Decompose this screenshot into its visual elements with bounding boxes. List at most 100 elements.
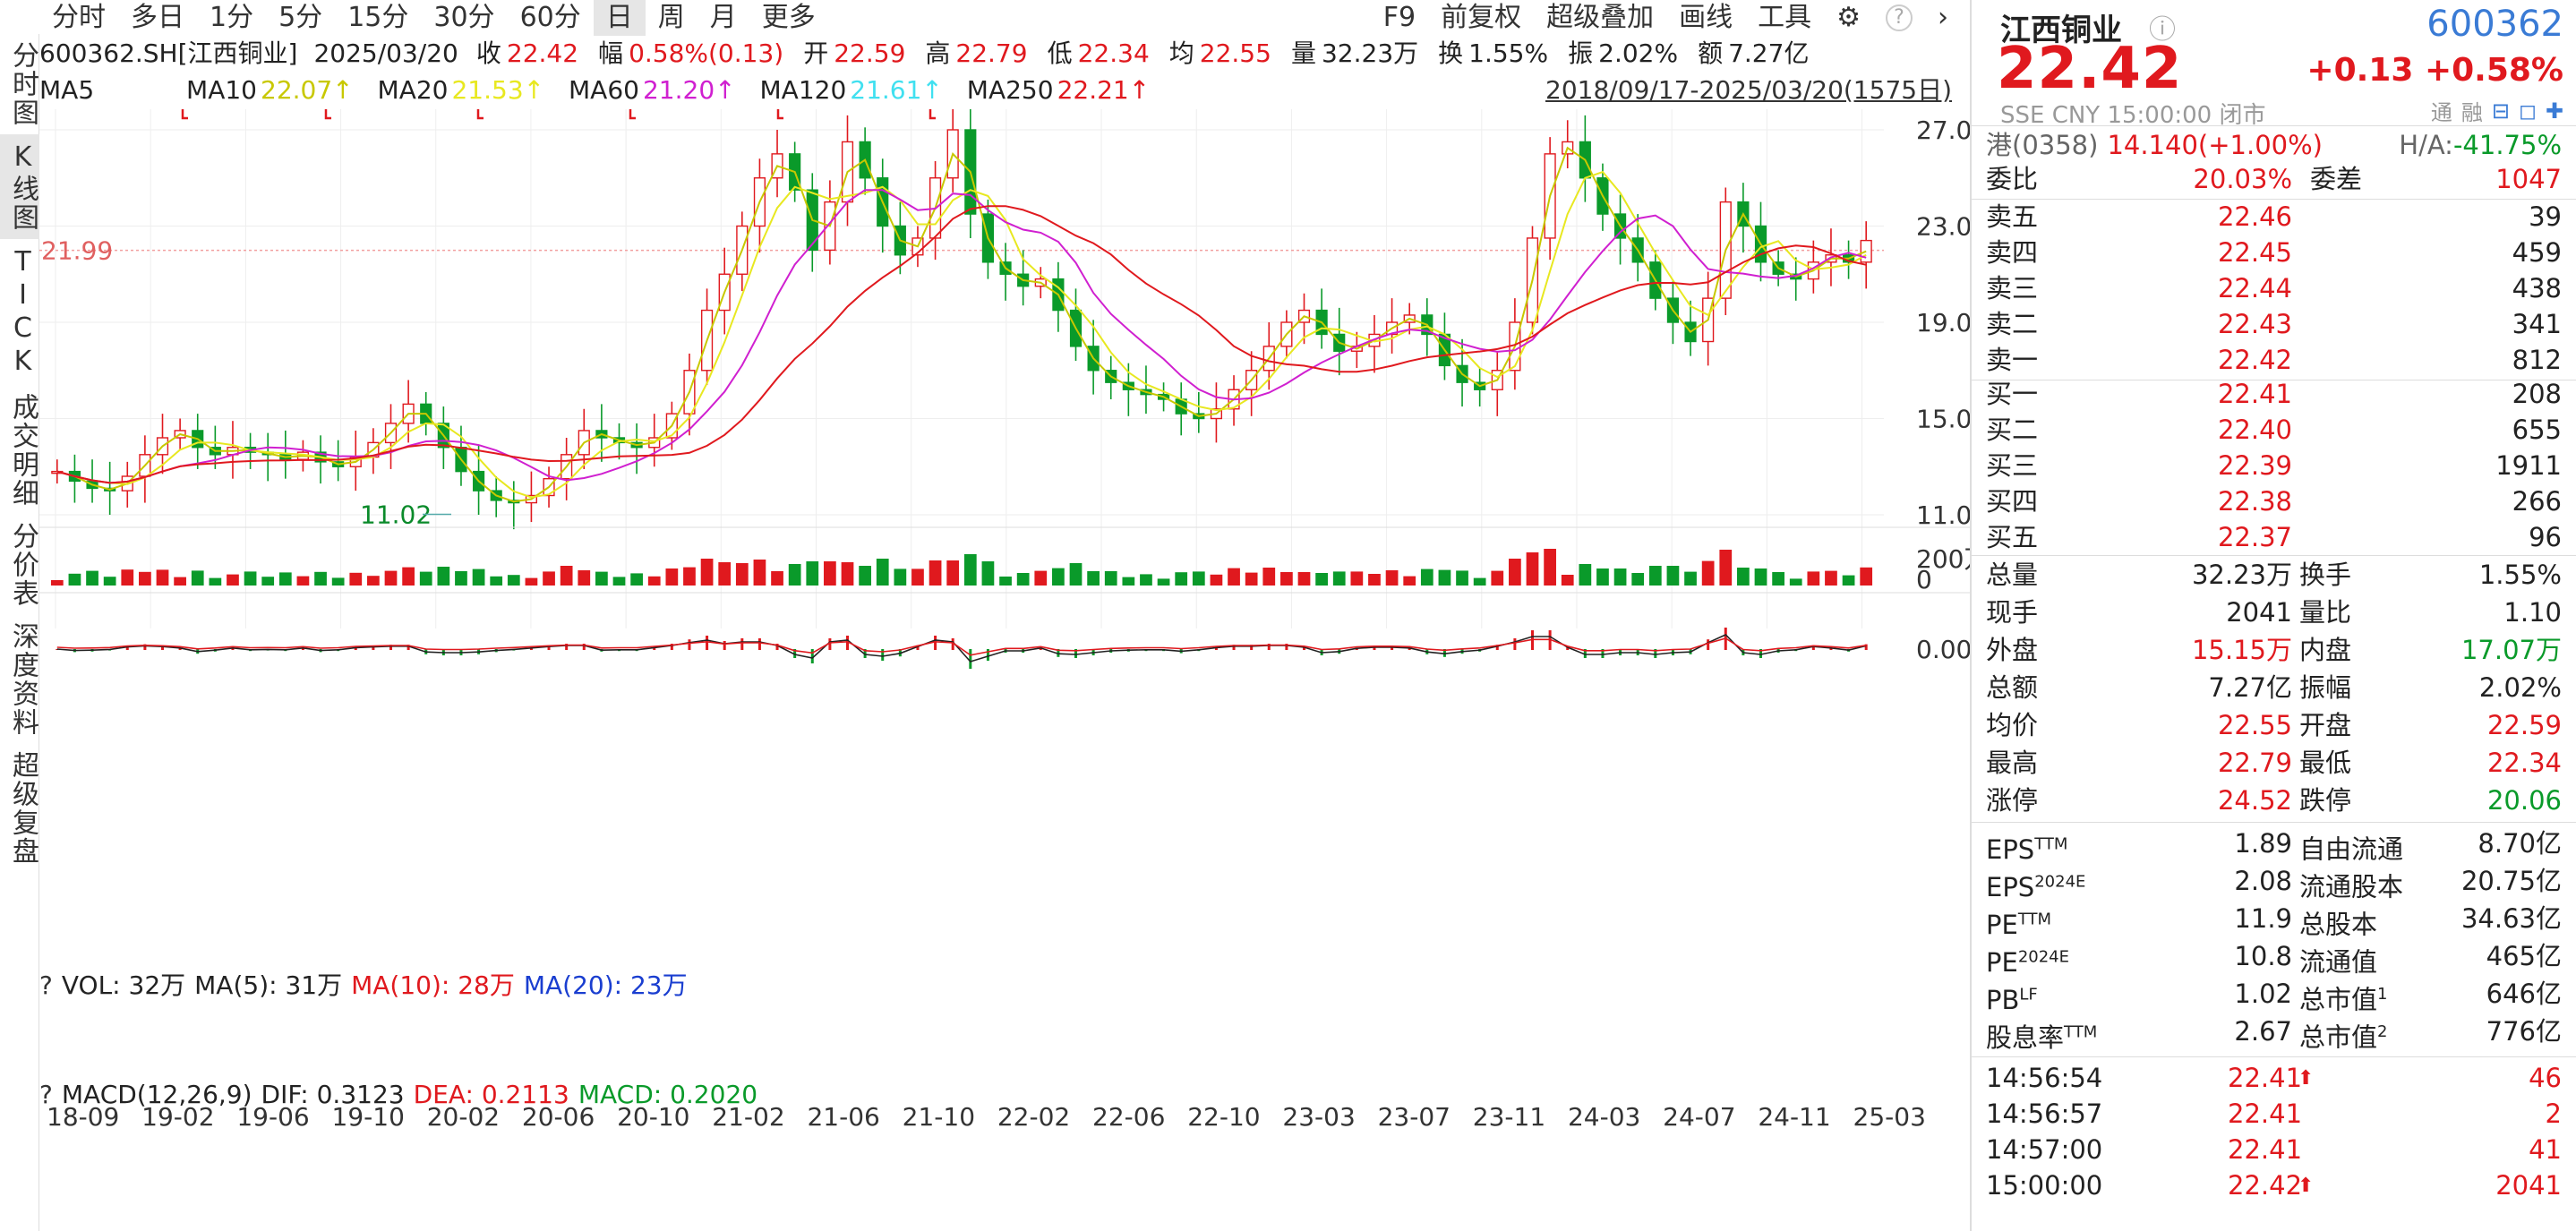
book-price: 22.40	[2217, 415, 2292, 445]
order-book-row[interactable]: 卖三 22.44 438	[1986, 270, 2562, 307]
gear-icon[interactable]: ⚙	[1836, 2, 1861, 33]
vol-bar	[1561, 575, 1574, 586]
period-tab-6[interactable]: 60分	[519, 2, 581, 33]
book-price: 22.39	[2217, 450, 2292, 481]
event-flag-icon[interactable]	[181, 109, 188, 120]
vol-bar	[507, 575, 520, 586]
fundamental-row: EPS2024E 2.08 流通股本 20.75亿	[1986, 863, 2562, 902]
toolbar-action-1[interactable]: 前复权	[1441, 2, 1522, 33]
fund-label-sup: LF	[2019, 985, 2038, 1004]
vol-ma5: MA(5): 31万	[194, 970, 343, 1000]
macd-bar	[1250, 645, 1254, 650]
event-flag-icon[interactable]	[324, 109, 331, 120]
leftnav-item-1[interactable]: K线图	[0, 134, 39, 239]
macd-bar	[1513, 638, 1517, 650]
vol-bar	[1052, 568, 1065, 586]
leftnav-item-2[interactable]: TICK	[7, 246, 39, 379]
help-icon[interactable]: ?	[39, 970, 53, 1000]
fund-label-text: 股息率	[1986, 1022, 2065, 1053]
fund-label: 总市值2	[2299, 1013, 2387, 1056]
vol-bar	[1509, 559, 1521, 586]
macd-help-icon[interactable]: ?	[39, 1080, 53, 1109]
macd-bar	[828, 638, 832, 650]
period-tab-5[interactable]: 30分	[433, 2, 495, 33]
macd-bar	[670, 644, 673, 650]
vol-bar	[296, 576, 310, 586]
period-tab-0[interactable]: 分时	[52, 2, 106, 33]
order-book-row[interactable]: 卖五 22.46 39	[1986, 199, 2562, 235]
toolbar-action-4[interactable]: 工具	[1758, 2, 1812, 33]
vol-label: VOL: 32万	[61, 970, 186, 1000]
minimize-icon[interactable]: ⊟	[2491, 98, 2510, 124]
date-range-selector[interactable]: 2018/09/17-2025/03/20(1575日)	[1545, 75, 1952, 105]
leftnav-item-3[interactable]: 成交明细	[7, 393, 39, 508]
vol-bar	[1807, 571, 1820, 586]
period-tab-9[interactable]: 月	[709, 2, 737, 33]
period-tab-7[interactable]: 日	[593, 0, 646, 36]
leftnav-item-4[interactable]: 分价表	[7, 522, 39, 608]
toolbar-action-0[interactable]: F9	[1382, 2, 1416, 33]
vol-bar	[999, 577, 1012, 586]
macd-bar	[1707, 639, 1710, 650]
order-book-row[interactable]: 买二 22.40 655	[1986, 412, 2562, 449]
vol-bar	[630, 573, 643, 586]
period-tab-4[interactable]: 15分	[347, 2, 409, 33]
period-tab-8[interactable]: 周	[657, 2, 685, 33]
hk-label: 港(0358)	[1986, 130, 2099, 160]
event-flag-icon[interactable]	[929, 109, 936, 120]
order-book-row[interactable]: 买五 22.37 96	[1986, 519, 2562, 556]
macd-bar	[1811, 645, 1815, 650]
order-book-row[interactable]: 卖四 22.45 459	[1986, 235, 2562, 271]
stat-value: 22.59	[2486, 710, 2562, 740]
vol-bar	[1034, 570, 1048, 586]
leftnav-item-5[interactable]: 深度资料	[7, 622, 39, 737]
arrow-up-icon: ⬆	[2298, 1067, 2315, 1090]
kline-chart[interactable]: 27.023.019.015.011.021.9929.0411.02200万0…	[39, 109, 1970, 1231]
order-book-row[interactable]: 买一 22.41 208	[1986, 376, 2562, 413]
period-toolbar: 分时 多日 1分 5分 15分 30分 60分日周月更多 F9 前复权 超级叠加 画线 工具 ⚙? ›	[39, 0, 1970, 36]
vol-bar	[1737, 568, 1750, 586]
y-tick-label: 19.0	[1916, 308, 1970, 338]
period-tab-1[interactable]: 多日	[131, 2, 184, 33]
vol-bar	[437, 567, 450, 586]
book-level-label: 卖五	[1986, 201, 2039, 232]
ma120-value: 21.61↑	[850, 75, 943, 105]
toolbar-action-3[interactable]: 画线	[1679, 2, 1733, 33]
add-icon[interactable]: ✚	[2545, 98, 2563, 124]
weibi-value: 20.03%	[2193, 164, 2292, 194]
order-book-row[interactable]: 买四 22.38 266	[1986, 483, 2562, 520]
order-book-row[interactable]: 买三 22.39 1911	[1986, 448, 2562, 484]
tick-time: 14:56:57	[1986, 1098, 2103, 1129]
event-flag-icon[interactable]	[629, 109, 636, 120]
vol-bar	[894, 568, 907, 586]
leftnav-item-6[interactable]: 超级复盘	[7, 751, 39, 866]
order-book-row[interactable]: 卖二 22.43 341	[1986, 306, 2562, 343]
ma60-value: 21.20↑	[642, 75, 736, 105]
period-tab-3[interactable]: 5分	[278, 2, 323, 33]
tick-row: 14:57:00 22.41 41	[1986, 1132, 2562, 1168]
book-volume: 341	[2512, 309, 2562, 339]
last-price: 22.42	[1997, 36, 2183, 102]
fund-label-text: 总股本	[2299, 909, 2378, 940]
stat-label: 总量	[1986, 560, 2039, 590]
vol-bar	[1631, 573, 1645, 586]
window-icon[interactable]: ◻	[2518, 98, 2537, 124]
event-flag-icon[interactable]	[476, 109, 484, 120]
order-book-row[interactable]: 卖一 22.42 812	[1986, 342, 2562, 379]
fundamental-row: PBLF 1.02 总市值1 646亿	[1986, 976, 2562, 1015]
toolbar-action-2[interactable]: 超级叠加	[1546, 2, 1655, 33]
stat-label: 量比	[2299, 597, 2352, 628]
chevron-right-icon[interactable]: ›	[1938, 2, 1948, 33]
vol-bar	[1754, 568, 1767, 586]
period-tab-10[interactable]: 更多	[761, 2, 816, 33]
period-tab-2[interactable]: 1分	[210, 2, 254, 33]
event-flag-icon[interactable]	[776, 109, 783, 120]
macd-bar	[653, 646, 656, 650]
info-icon[interactable]: ⓘ	[2149, 14, 2176, 46]
book-volume: 266	[2512, 486, 2562, 517]
price-change: +0.13 +0.58%	[2306, 52, 2563, 89]
fund-label-sup: TTM	[2034, 834, 2068, 853]
leftnav-item-0[interactable]: 分时图	[7, 41, 39, 127]
help-icon[interactable]: ?	[1886, 4, 1913, 31]
